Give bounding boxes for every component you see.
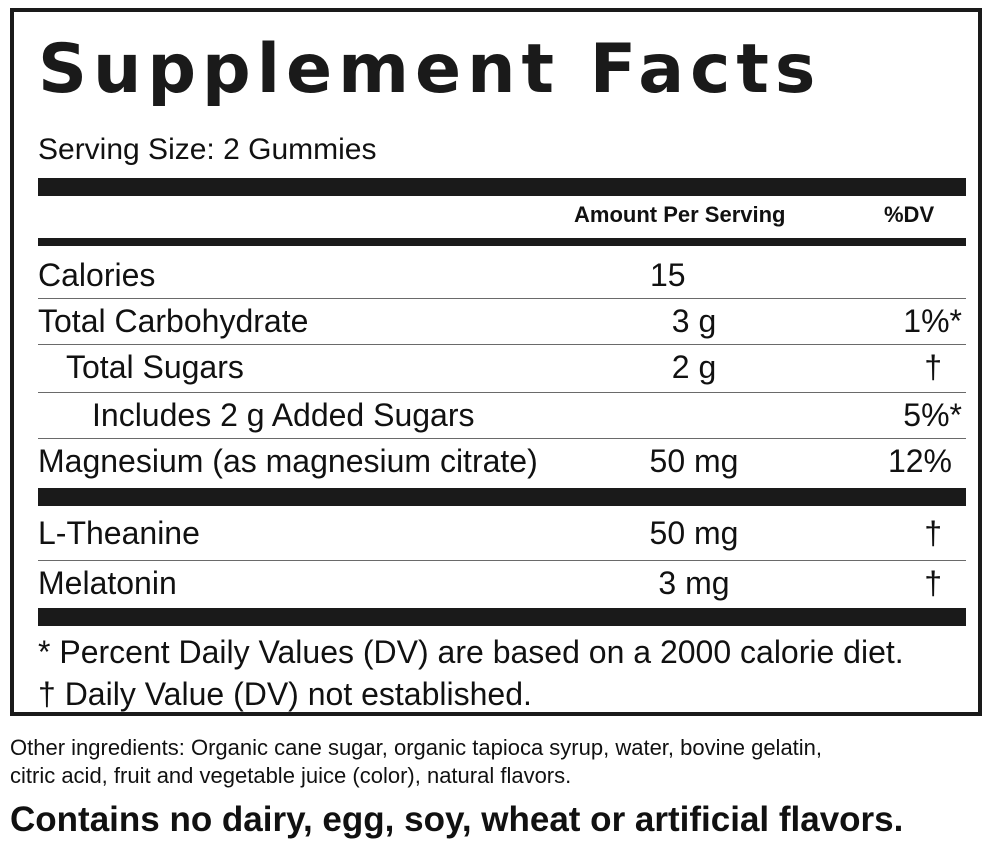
row-amount-melatonin: 3 mg	[658, 565, 730, 601]
divider-thick-top	[38, 178, 966, 196]
row-dv-total-sugars: †	[924, 349, 942, 385]
row-rule	[38, 298, 966, 299]
allergen-statement: Contains no dairy, egg, soy, wheat or ar…	[10, 800, 904, 839]
row-rule	[38, 344, 966, 345]
row-amount-calories: 15	[650, 257, 686, 293]
divider-thick-bottom	[38, 608, 966, 626]
row-amount-total-sugars: 2 g	[671, 349, 717, 385]
footnote-dv-not-established: † Daily Value (DV) not established.	[38, 676, 532, 712]
row-dv-total-carbohydrate: 1%*	[903, 303, 962, 339]
row-dv-melatonin: †	[924, 565, 942, 601]
row-label-total-carbohydrate: Total Carbohydrate	[38, 303, 309, 339]
other-ingredients-line-2: citric acid, fruit and vegetable juice (…	[10, 763, 572, 788]
row-amount-magnesium: 50 mg	[649, 443, 739, 479]
divider-thick-middle	[38, 488, 966, 506]
row-rule	[38, 392, 966, 393]
divider-header	[38, 238, 966, 246]
supplement-facts-panel: Supplement Facts Serving Size: 2 Gummies…	[10, 8, 982, 716]
row-label-added-sugars: Includes 2 g Added Sugars	[92, 397, 475, 433]
other-ingredients-line-1: Other ingredients: Organic cane sugar, o…	[10, 735, 823, 760]
panel-title: Supplement Facts	[38, 30, 822, 109]
row-rule	[38, 560, 966, 561]
row-label-magnesium: Magnesium (as magnesium citrate)	[38, 443, 538, 479]
row-amount-l-theanine: 50 mg	[649, 515, 739, 551]
row-label-l-theanine: L-Theanine	[38, 515, 200, 551]
column-header-amount: Amount Per Serving	[574, 202, 786, 227]
row-dv-l-theanine: †	[924, 515, 942, 551]
row-label-melatonin: Melatonin	[38, 565, 177, 601]
footnote-percent-dv: * Percent Daily Values (DV) are based on…	[38, 634, 904, 670]
column-header-dv: %DV	[884, 202, 935, 227]
row-dv-added-sugars: 5%*	[903, 397, 962, 433]
row-rule	[38, 438, 966, 439]
row-dv-magnesium: 12%	[887, 443, 952, 479]
row-label-total-sugars: Total Sugars	[66, 349, 244, 385]
serving-size: Serving Size: 2 Gummies	[38, 133, 377, 166]
row-amount-total-carbohydrate: 3 g	[671, 303, 717, 339]
row-label-calories: Calories	[38, 257, 156, 293]
